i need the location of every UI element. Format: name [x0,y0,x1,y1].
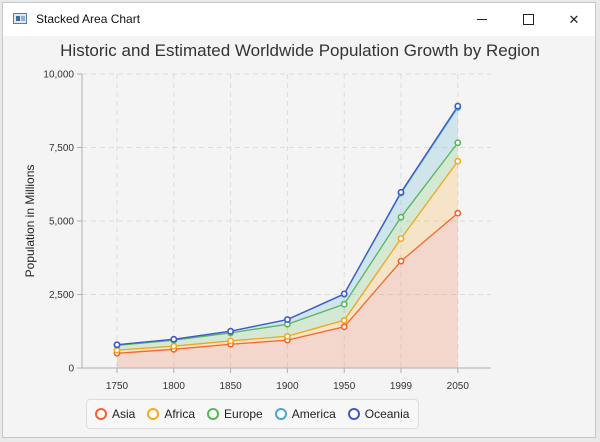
minimize-icon [477,19,487,20]
minimize-button[interactable] [459,3,505,36]
x-tick-label: 1950 [333,381,356,392]
x-tick-label: 2050 [447,381,470,392]
y-tick-label: 2,500 [49,290,74,301]
point-oceania [454,102,462,110]
legend-label: Asia [112,407,136,421]
area-america [117,107,458,346]
point-asia [397,257,405,265]
legend-marker [347,408,360,420]
legend-marker [95,408,107,420]
legend-marker [147,408,160,420]
point-oceania [170,335,178,343]
legend-marker [207,408,220,420]
point-asia [340,323,348,331]
y-tick-label: 0 [68,364,74,375]
point-europe [397,213,405,221]
chart-title: Historic and Estimated Worldwide Populat… [60,41,540,60]
chart-legend: Asia Africa Europe America Oceania [86,399,419,429]
maximize-button[interactable] [505,3,551,36]
x-tick-label: 1850 [219,381,242,392]
legend-label: Europe [224,407,263,421]
x-tick-label: 1900 [276,381,299,392]
point-africa [340,316,348,324]
point-africa [454,157,462,165]
window-title: Stacked Area Chart [36,12,141,26]
point-africa [397,235,405,243]
legend-marker [274,408,287,420]
point-oceania [340,290,348,298]
legend-item-europe: Europe [207,407,263,421]
legend-item-africa: Africa [147,407,195,421]
point-oceania [397,188,405,196]
area-asia [117,213,458,368]
legend-item-asia: Asia [95,407,135,421]
title-bar[interactable]: Stacked Area Chart ✕ [3,3,595,36]
app-icon [13,13,27,24]
point-africa [170,342,178,350]
x-tick-label: 1800 [163,381,186,392]
legend-label: Africa [164,407,196,421]
point-oceania [113,341,121,349]
area-africa [117,161,458,354]
point-oceania [227,327,234,335]
maximize-icon [522,14,534,25]
x-tick-label: 1999 [390,381,413,392]
y-tick-label: 7,500 [49,143,74,154]
point-europe [454,139,462,147]
close-icon: ✕ [568,11,580,27]
area-europe [117,142,458,351]
close-button[interactable]: ✕ [551,3,597,36]
data-markers [113,102,462,357]
y-tick-label: 5,000 [49,217,74,228]
y-axis-label: Population in Millions [23,165,37,278]
legend-label: America [291,407,336,421]
x-tick-label: 1750 [106,381,129,392]
point-oceania [283,316,291,323]
point-europe [340,300,348,308]
legend-item-america: America [274,407,336,421]
point-asia [454,209,462,217]
legend-label: Oceania [364,407,410,421]
legend-item-oceania: Oceania [347,407,410,421]
point-africa [283,332,291,340]
y-tick-label: 10,000 [43,70,74,81]
point-africa [227,337,234,345]
axes: 0 2,500 5,000 7,500 10,000 1750 1800 1850 1900 19… [43,70,491,392]
